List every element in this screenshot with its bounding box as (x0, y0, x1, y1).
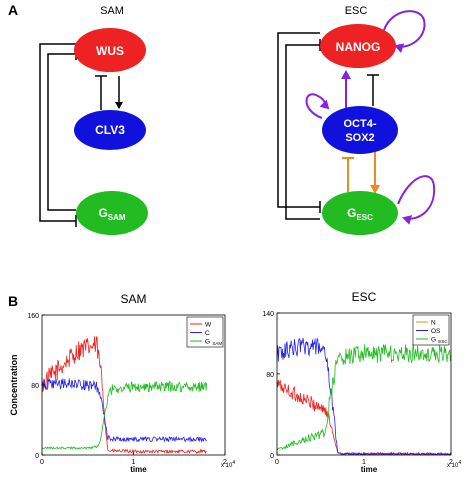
y-axis-label: Concentration (9, 354, 19, 415)
legend-entry: OS (431, 328, 441, 335)
esc-repression-loop-outer (277, 32, 320, 208)
x-tick-label: 1 (132, 459, 136, 466)
x-axis-multiplier-exponent: 4 (458, 460, 461, 466)
x-tick-label: 0 (40, 459, 44, 466)
clv3-node (74, 110, 146, 150)
gesc-node (322, 191, 398, 235)
esc-diagram-title: ESC (345, 5, 368, 17)
chart-legend: NOS G ESC (412, 314, 450, 346)
clv3-node-label: CLV3 (95, 123, 125, 137)
x-tick-label: 0 (275, 459, 279, 466)
gsam-node (76, 191, 148, 235)
y-tick-label: 80 (31, 383, 39, 390)
legend-entry: C (205, 330, 210, 337)
wus-node-label: WUS (96, 44, 124, 58)
panel-a-label: A (8, 2, 18, 18)
y-tick-label: 0 (270, 453, 274, 460)
x-axis-multiplier: x 104 (221, 460, 235, 469)
gesc-node-label: GESC (347, 206, 373, 222)
os-self-activation-edge (305, 93, 330, 119)
sox2-node-label: SOX2 (345, 132, 374, 144)
y-tick-label: 140 (262, 311, 274, 318)
x-axis-multiplier: x 104 (447, 460, 461, 469)
series-line-g-esc (276, 344, 452, 451)
charts: SAM 0 1 2 0 80 160 time x 104 Concentration WC G SA… (9, 290, 461, 474)
gsam-node-label: GSAM (98, 206, 125, 222)
wus-node (74, 28, 146, 72)
sam-diagram-title: SAM (100, 5, 124, 17)
gesc-self-activation-edge (397, 175, 436, 225)
nanog-node-label: NANOG (336, 40, 381, 54)
x-tick-label: 2 (449, 459, 453, 466)
legend-entry-sub: SAM (211, 341, 222, 346)
chart-legend: WC G SAM (186, 316, 224, 348)
oct4-node-label: OCT4- (344, 118, 377, 130)
sam-repression-loop-outer (39, 43, 76, 222)
oct4-sox2-node (322, 106, 398, 154)
x-axis-label: time (361, 465, 378, 474)
legend-entry: G ESC (431, 337, 448, 345)
legend-entry: G SAM (205, 339, 222, 347)
chart-sam: SAM 0 1 2 0 80 160 time x 104 Concentration WC G SA… (9, 292, 235, 474)
y-tick-label: 80 (266, 372, 274, 379)
esc-diagram: NANOG OCT4- SOX2 GESC (277, 10, 436, 235)
x-axis-multiplier-exponent: 4 (232, 460, 235, 466)
y-tick-label: 0 (35, 453, 39, 460)
x-axis-label: time (130, 465, 147, 474)
x-tick-label: 1 (362, 459, 366, 466)
nanog-self-activation-edge (383, 10, 426, 53)
chart-title: ESC (352, 290, 377, 304)
y-tick-label: 160 (27, 313, 39, 320)
sam-diagram: WUS CLV3 GSAM (39, 28, 148, 235)
x-tick-label: 2 (223, 459, 227, 466)
series-line-n (276, 379, 452, 456)
series-line-w (41, 336, 207, 455)
esc-repression-loop-inner (285, 44, 320, 220)
legend-entry: W (205, 322, 212, 329)
sam-repression-loop-inner (47, 53, 76, 211)
legend-entry-sub: ESC (437, 339, 448, 344)
nanog-node (320, 24, 396, 68)
panel-b-label: B (8, 293, 18, 309)
legend-entry: N (431, 320, 436, 327)
series-line-c (41, 378, 207, 443)
series-line-g-sam (41, 380, 208, 450)
chart-title: SAM (120, 292, 146, 306)
